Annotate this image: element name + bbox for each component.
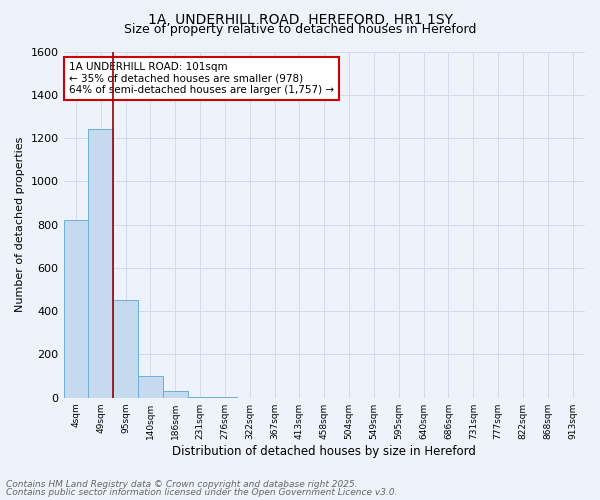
Bar <box>163 391 188 398</box>
Bar <box>64 220 88 398</box>
Text: Contains HM Land Registry data © Crown copyright and database right 2025.: Contains HM Land Registry data © Crown c… <box>6 480 358 489</box>
Bar <box>88 130 113 398</box>
Y-axis label: Number of detached properties: Number of detached properties <box>15 137 25 312</box>
Bar <box>138 376 163 398</box>
Text: 1A, UNDERHILL ROAD, HEREFORD, HR1 1SY: 1A, UNDERHILL ROAD, HEREFORD, HR1 1SY <box>148 12 452 26</box>
Bar <box>113 300 138 398</box>
Text: Contains public sector information licensed under the Open Government Licence v3: Contains public sector information licen… <box>6 488 398 497</box>
Bar <box>188 396 212 398</box>
Text: 1A UNDERHILL ROAD: 101sqm
← 35% of detached houses are smaller (978)
64% of semi: 1A UNDERHILL ROAD: 101sqm ← 35% of detac… <box>69 62 334 95</box>
X-axis label: Distribution of detached houses by size in Hereford: Distribution of detached houses by size … <box>172 444 476 458</box>
Text: Size of property relative to detached houses in Hereford: Size of property relative to detached ho… <box>124 24 476 36</box>
